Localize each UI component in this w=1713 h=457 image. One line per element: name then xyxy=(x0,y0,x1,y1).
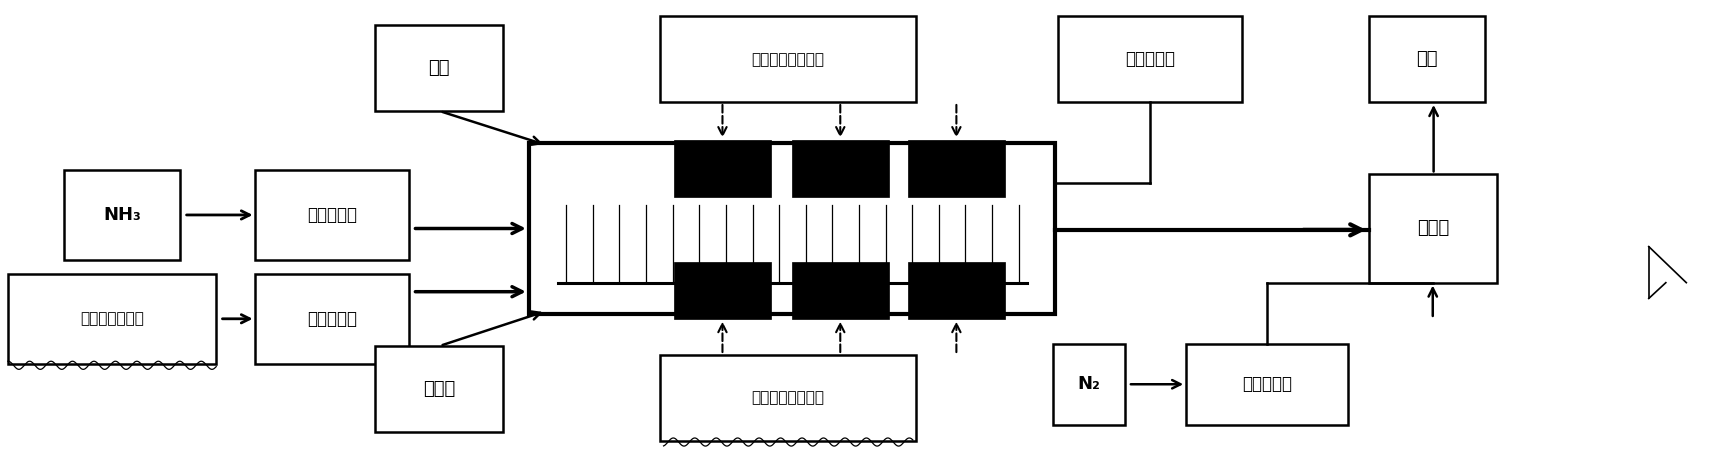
Bar xyxy=(529,143,1055,314)
Bar xyxy=(255,274,409,364)
Bar xyxy=(673,140,771,197)
Bar xyxy=(1369,174,1497,283)
Text: NH₃: NH₃ xyxy=(103,206,140,224)
Bar xyxy=(9,274,216,364)
Bar xyxy=(1369,16,1485,102)
Bar xyxy=(908,140,1006,197)
Text: 三温区电阵加热炉: 三温区电阵加热炉 xyxy=(752,52,824,67)
Bar xyxy=(791,140,889,197)
Bar xyxy=(65,170,180,260)
Text: 石英管: 石英管 xyxy=(423,380,456,398)
Text: 真空泵: 真空泵 xyxy=(1417,219,1449,238)
Text: 质量流量计: 质量流量计 xyxy=(307,206,358,224)
Text: 三温区电阵加热炉: 三温区电阵加热炉 xyxy=(752,390,824,405)
Text: 废气: 废气 xyxy=(1417,50,1437,68)
Bar xyxy=(791,262,889,319)
Text: 质量流量计: 质量流量计 xyxy=(307,310,358,328)
Text: 硅片: 硅片 xyxy=(428,59,451,77)
Bar xyxy=(375,25,504,111)
Text: 有机硅源前驱体: 有机硅源前驱体 xyxy=(81,311,144,326)
Text: 压力传感器: 压力传感器 xyxy=(1125,50,1175,68)
Bar xyxy=(255,170,409,260)
Bar xyxy=(673,262,771,319)
Text: N₂: N₂ xyxy=(1077,375,1100,393)
Text: 质量流量计: 质量流量计 xyxy=(1242,375,1292,393)
Bar xyxy=(1185,344,1348,425)
Bar xyxy=(375,346,504,432)
Bar xyxy=(660,355,916,441)
Bar xyxy=(1059,16,1242,102)
Bar xyxy=(908,262,1006,319)
Bar xyxy=(1053,344,1124,425)
Bar xyxy=(660,16,916,102)
